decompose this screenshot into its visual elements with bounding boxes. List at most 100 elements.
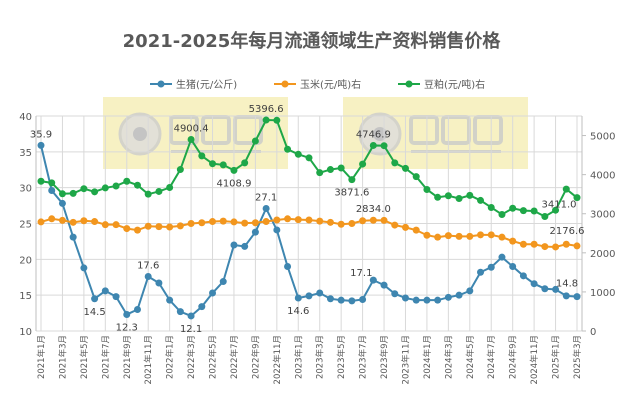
data-point <box>230 166 238 174</box>
data-point <box>337 220 345 228</box>
y-right-tick-label: 0 <box>590 327 596 338</box>
x-tick-label: 2023年9月 <box>379 335 390 379</box>
data-point <box>187 220 195 227</box>
data-point <box>262 218 270 226</box>
data-label: 14.6 <box>287 306 309 317</box>
data-point <box>176 222 184 230</box>
data-point <box>477 196 485 204</box>
data-point <box>530 280 538 288</box>
x-tick-label: 2024年5月 <box>465 335 476 379</box>
data-point <box>434 233 442 241</box>
legend-label: 生猪(元/公斤) <box>176 78 237 91</box>
data-point <box>230 241 238 249</box>
x-tick-label: 2021年7月 <box>100 335 111 379</box>
data-point <box>401 164 409 172</box>
data-label: 5396.6 <box>249 104 284 115</box>
data-point <box>69 233 77 241</box>
y-right-tick-label: 1000 <box>590 288 615 299</box>
data-point <box>348 176 356 184</box>
data-point <box>380 281 388 289</box>
data-point <box>519 240 527 248</box>
data-point <box>48 215 56 223</box>
x-tick-label: 2023年7月 <box>358 335 369 379</box>
y-left-tick-label: 30 <box>19 184 32 195</box>
data-point <box>434 296 442 304</box>
y-left-tick-label: 25 <box>19 220 32 231</box>
data-label: 12.1 <box>180 324 202 335</box>
data-point <box>133 181 141 189</box>
data-point <box>37 218 45 226</box>
data-point <box>37 141 45 149</box>
data-point <box>294 216 302 224</box>
data-point <box>541 243 549 251</box>
data-point <box>133 226 141 234</box>
x-tick-label: 2024年7月 <box>486 335 497 379</box>
data-point <box>91 295 99 303</box>
data-point <box>466 232 474 240</box>
data-label: 27.1 <box>255 192 277 203</box>
data-point <box>133 306 141 313</box>
data-point <box>209 218 217 226</box>
data-point <box>58 199 66 207</box>
watermark-brand-glyph <box>473 115 503 145</box>
data-point <box>284 215 292 223</box>
data-point <box>391 290 399 298</box>
data-point <box>251 219 259 227</box>
data-point <box>477 231 485 239</box>
y-left-tick-label: 20 <box>19 255 32 266</box>
legend-marker <box>157 80 165 88</box>
data-point <box>369 141 377 149</box>
data-point <box>359 217 367 225</box>
data-point <box>166 296 174 304</box>
x-tick-label: 2022年1月 <box>165 335 176 379</box>
x-tick-label: 2022年9月 <box>250 335 261 379</box>
data-point <box>509 204 517 212</box>
data-point <box>305 216 313 224</box>
data-point <box>48 179 56 187</box>
data-point <box>573 194 581 202</box>
data-point <box>412 226 420 234</box>
data-point <box>112 293 120 301</box>
data-point <box>80 264 88 272</box>
data-point <box>144 273 152 281</box>
y-left-tick-label: 35 <box>19 148 32 159</box>
data-point <box>434 193 442 201</box>
x-tick-label: 2021年3月 <box>57 335 68 379</box>
x-tick-label: 2021年11月 <box>143 335 154 384</box>
data-point <box>316 217 324 225</box>
data-point <box>498 233 506 241</box>
data-point <box>348 297 356 305</box>
data-point <box>273 216 281 224</box>
data-point <box>562 240 570 248</box>
data-point <box>487 203 495 211</box>
data-point <box>209 289 217 297</box>
data-point <box>48 187 56 195</box>
data-point <box>487 231 495 239</box>
data-point <box>562 185 570 193</box>
legend-marker <box>405 80 413 88</box>
x-tick-label: 2024年1月 <box>422 335 433 379</box>
x-tick-label: 2024年9月 <box>508 335 519 379</box>
x-tick-label: 2024年3月 <box>443 335 454 379</box>
legend-label: 玉米(元/吨)右 <box>300 78 361 91</box>
y-right-tick-label: 3000 <box>590 210 615 221</box>
data-point <box>241 219 249 227</box>
data-point <box>37 177 45 185</box>
data-point <box>337 296 345 304</box>
data-point <box>401 294 409 302</box>
data-point <box>209 160 217 168</box>
data-point <box>230 218 238 226</box>
data-point <box>305 292 313 300</box>
data-point <box>251 228 259 236</box>
data-point <box>144 222 152 230</box>
data-label: 14.8 <box>556 279 578 290</box>
data-label: 4108.9 <box>216 178 251 189</box>
data-point <box>326 295 334 303</box>
legend-label: 豆粕(元/吨)右 <box>424 78 485 91</box>
y-left-tick-label: 40 <box>19 112 32 123</box>
data-point <box>391 221 399 229</box>
data-point <box>487 263 495 271</box>
y-left-tick-label: 10 <box>19 327 32 338</box>
data-point <box>219 278 227 286</box>
x-tick-label: 2022年7月 <box>229 335 240 379</box>
